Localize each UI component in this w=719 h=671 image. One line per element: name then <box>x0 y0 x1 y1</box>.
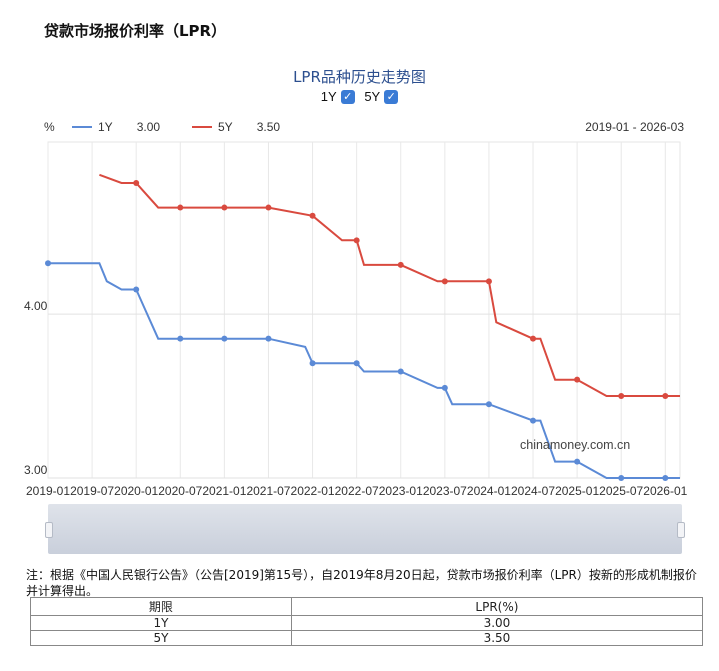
data-point <box>221 335 228 342</box>
x-tick-label: 2020-07 <box>158 484 202 498</box>
table-row: 1Y 3.00 <box>30 615 704 631</box>
table-header-row: 期限 LPR(%) <box>30 597 704 616</box>
footnote: 注：根据《中国人民银行公告》（公告[2019]第15号），自2019年8月20日… <box>26 568 697 598</box>
data-point <box>177 335 184 342</box>
checkbox-checked-icon[interactable]: ✓ <box>384 89 399 104</box>
data-point <box>530 335 537 342</box>
table-cell: 3.50 <box>290 630 704 646</box>
table-header: 期限 <box>30 597 292 616</box>
data-point <box>662 393 669 400</box>
x-tick-label: 2019-01 <box>26 484 70 498</box>
x-tick-label: 2023-01 <box>379 484 423 498</box>
chart-legend: % 1Y 3.00 5Y 3.50 2019-01 - 2026-03 <box>44 120 684 136</box>
x-tick-label: 2019-07 <box>70 484 114 498</box>
x-tick-label: 2021-01 <box>202 484 246 498</box>
data-point <box>397 368 404 375</box>
data-point <box>618 475 625 481</box>
watermark: chinamoney.com.cn <box>520 438 631 452</box>
toggle-1y-label: 1Y <box>320 89 337 104</box>
checkbox-checked-icon[interactable]: ✓ <box>340 89 355 104</box>
toggle-5y[interactable]: 5Y ✓ <box>364 89 399 104</box>
data-point <box>530 417 537 424</box>
plot-frame <box>47 141 681 479</box>
data-point <box>265 335 272 342</box>
data-point <box>441 278 448 285</box>
legend-item-1y[interactable]: 1Y 3.00 <box>72 120 160 134</box>
toggle-1y[interactable]: 1Y ✓ <box>321 89 355 104</box>
data-point <box>353 360 360 367</box>
series-toggles: 1Y ✓ 5Y ✓ <box>0 89 719 104</box>
y-tick-label: 4.00 <box>24 299 48 313</box>
data-point <box>441 384 448 391</box>
data-point <box>309 360 316 367</box>
toggle-5y-label: 5Y <box>364 89 381 104</box>
table-header: LPR(%) <box>290 597 704 616</box>
x-tick-label: 2022-07 <box>335 484 379 498</box>
lpr-table: 期限 LPR(%) 1Y 3.00 5Y 3.50 <box>30 597 704 646</box>
data-point <box>133 179 140 186</box>
legend-name-5y: 5Y <box>218 120 233 134</box>
y-tick-label: 3.00 <box>24 463 48 477</box>
y-unit-label: % <box>44 120 55 134</box>
x-tick-label: 2026-01 <box>643 484 687 498</box>
chart-title: LPR品种历史走势图 <box>293 68 426 86</box>
table-cell: 5Y <box>30 630 292 646</box>
data-point <box>574 376 581 383</box>
data-point <box>265 204 272 211</box>
legend-item-5y[interactable]: 5Y 3.50 <box>192 120 280 134</box>
legend-swatch-5y <box>192 126 212 128</box>
series-line-1y <box>48 262 680 479</box>
series-line-5y <box>99 173 680 397</box>
data-point <box>485 278 492 285</box>
data-point <box>574 458 581 465</box>
x-tick-label: 2021-07 <box>246 484 290 498</box>
legend-value-5y: 3.50 <box>256 120 281 134</box>
data-point <box>618 393 625 400</box>
slider-left-handle[interactable] <box>45 522 53 538</box>
data-point <box>133 286 140 293</box>
data-point <box>45 260 51 267</box>
x-tick-label: 2025-01 <box>555 484 599 498</box>
table-cell: 1Y <box>30 615 292 631</box>
x-tick-label: 2023-07 <box>423 484 467 498</box>
x-tick-label: 2024-01 <box>467 484 511 498</box>
data-point <box>309 212 316 219</box>
lpr-line-chart: 2019-01 2019-07 2020-01 2020-07 2021-01 2021-… <box>24 141 688 498</box>
data-point <box>177 204 184 211</box>
date-range-slider[interactable] <box>45 504 685 554</box>
page-title: 贷款市场报价利率（LPR） <box>44 22 227 40</box>
legend-swatch-1y <box>72 126 92 128</box>
x-tick-label: 2020-01 <box>114 484 158 498</box>
table-cell: 3.00 <box>290 615 704 631</box>
slider-right-handle[interactable] <box>677 522 685 538</box>
x-tick-label: 2024-07 <box>511 484 555 498</box>
x-tick-label: 2025-07 <box>599 484 643 498</box>
x-tick-label: 2022-01 <box>291 484 335 498</box>
date-range-label: 2019-01 - 2026-03 <box>585 120 684 134</box>
table-row: 5Y 3.50 <box>30 630 704 646</box>
data-point <box>397 261 404 268</box>
data-point <box>662 475 669 481</box>
data-point <box>485 401 492 408</box>
legend-name-1y: 1Y <box>98 120 113 134</box>
legend-value-1y: 3.00 <box>136 120 161 134</box>
data-point <box>353 237 360 244</box>
data-point <box>221 204 228 211</box>
